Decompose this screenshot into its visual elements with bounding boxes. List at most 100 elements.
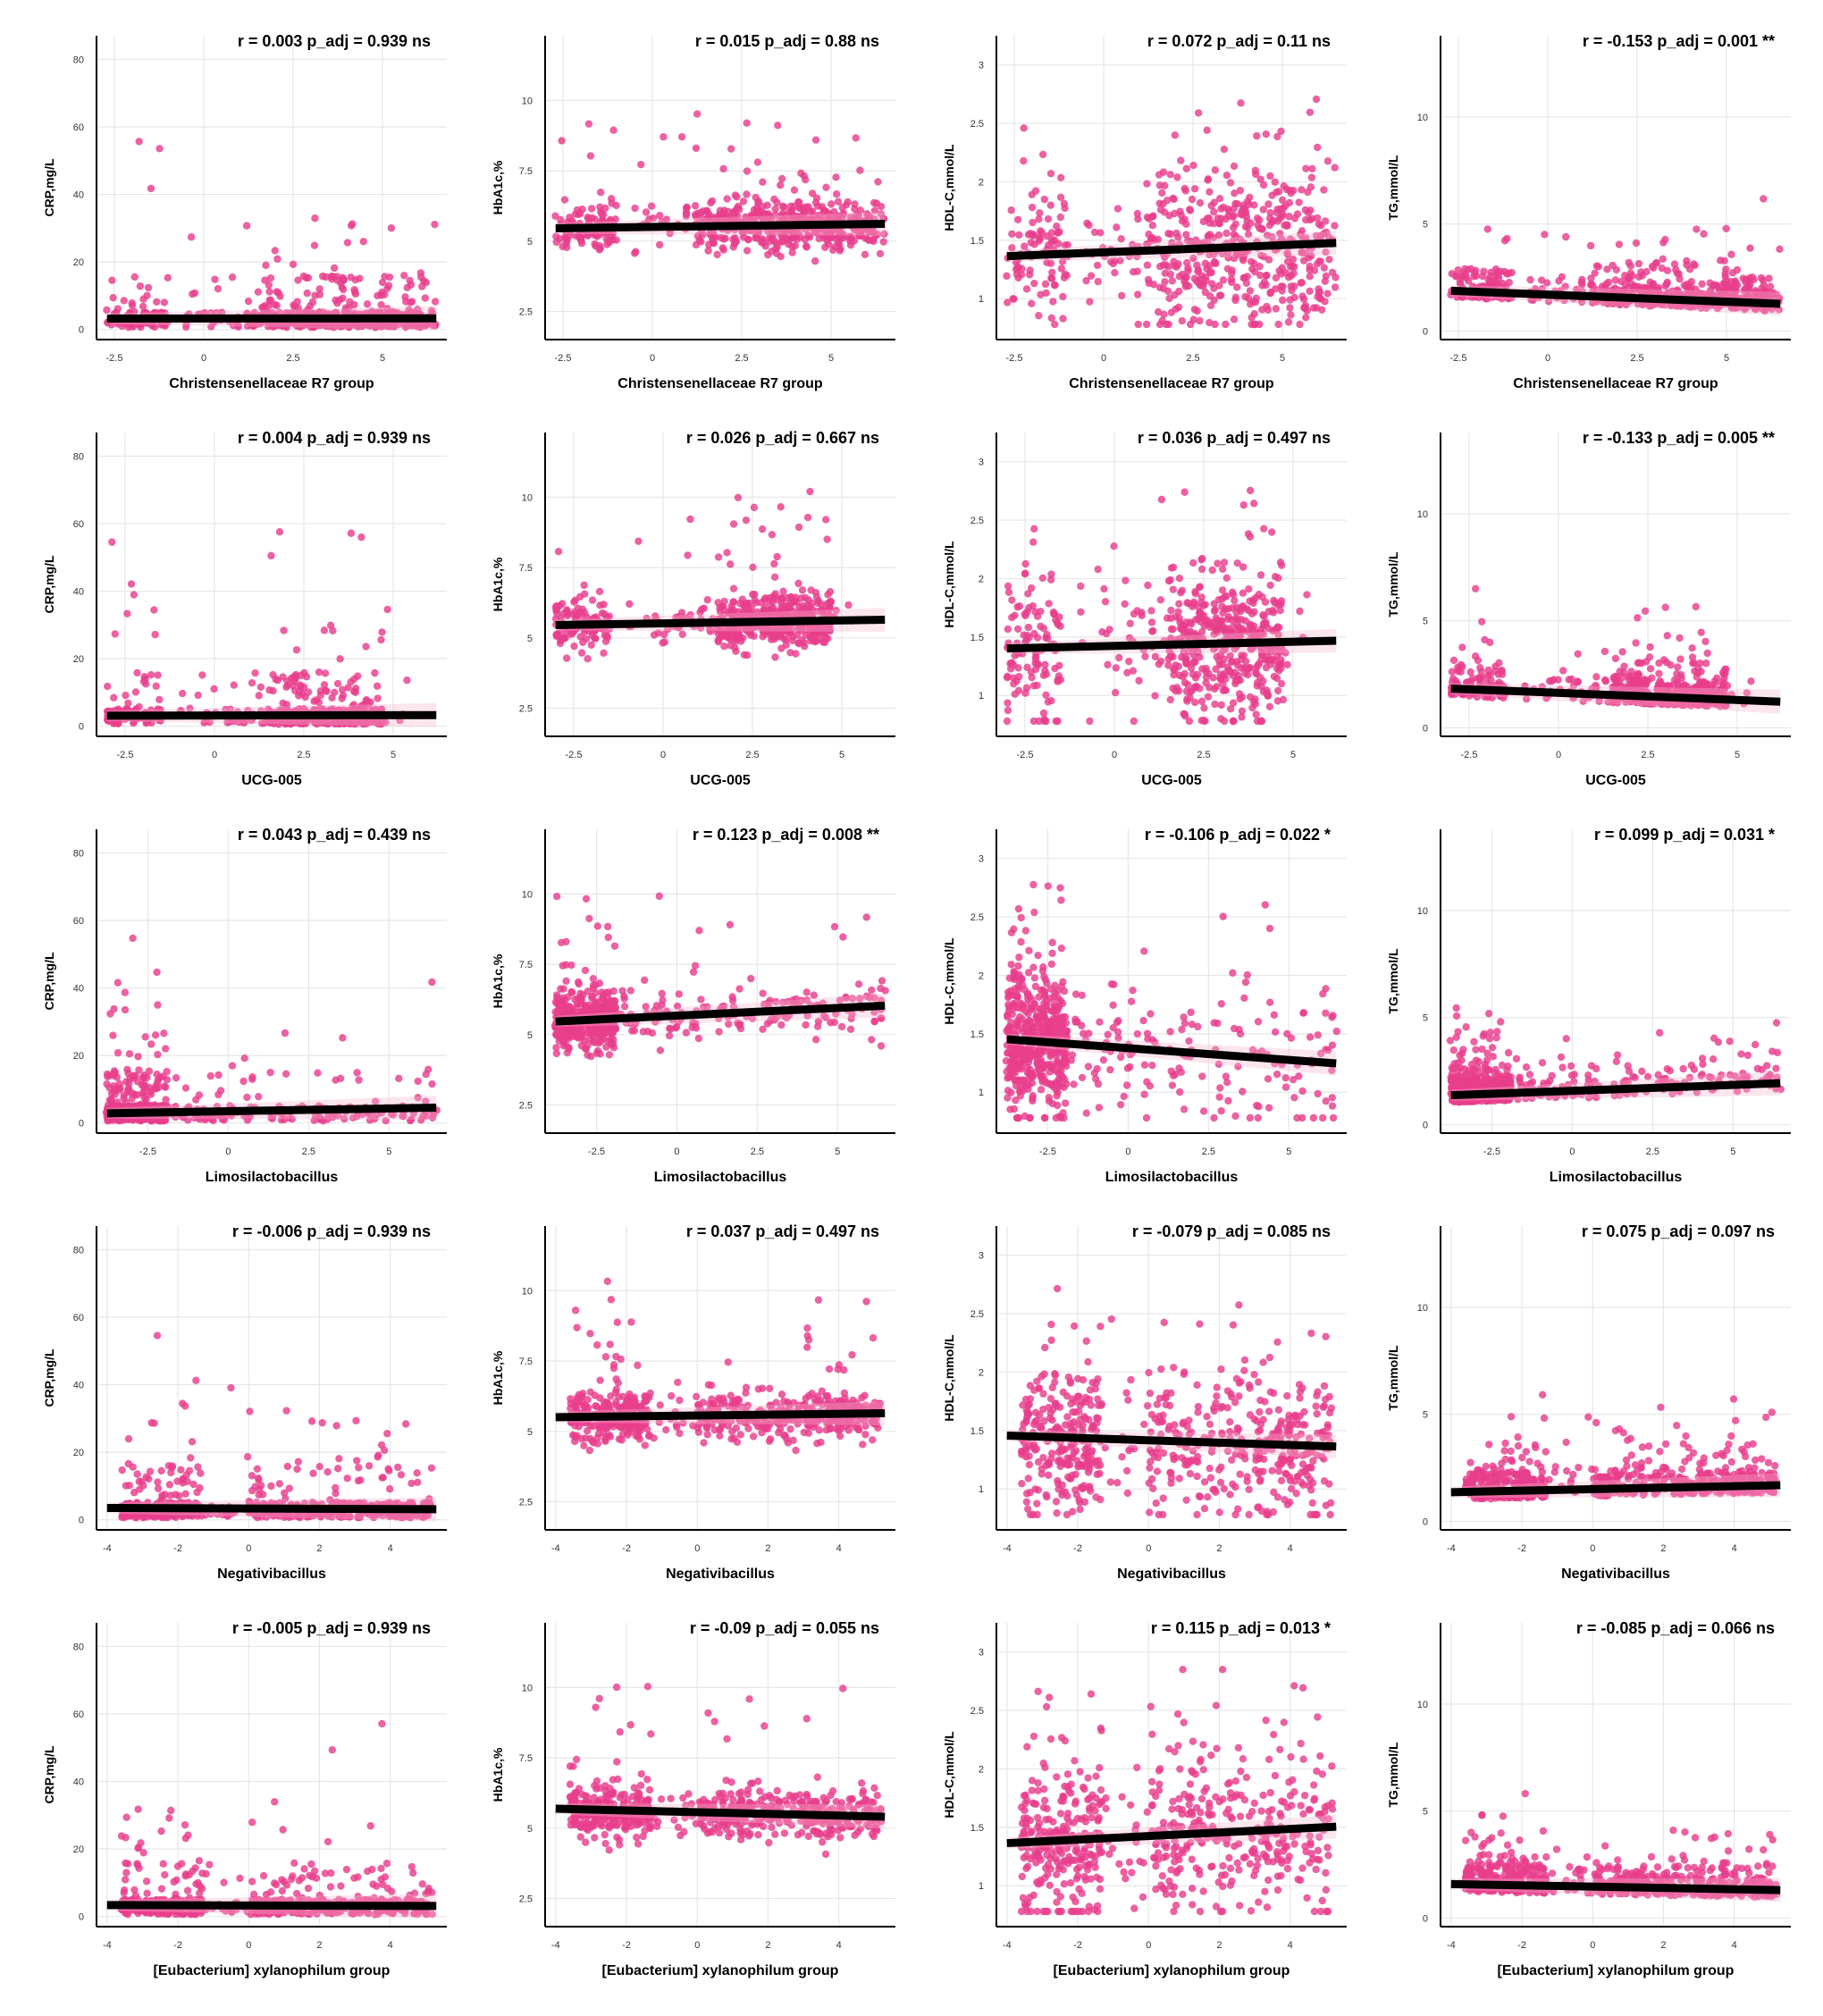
data-point <box>693 110 701 117</box>
data-point <box>1308 173 1315 181</box>
data-point <box>1320 186 1327 193</box>
data-point <box>257 684 265 691</box>
data-point <box>1187 206 1194 214</box>
data-point <box>1275 188 1282 195</box>
data-point <box>1192 674 1199 681</box>
data-points <box>552 488 860 663</box>
data-point <box>1250 698 1257 705</box>
data-point <box>1051 237 1058 244</box>
data-point <box>1023 285 1030 292</box>
data-point <box>1248 258 1255 265</box>
data-point <box>1198 698 1206 705</box>
data-point <box>1232 220 1239 227</box>
data-point <box>684 551 691 559</box>
data-point <box>836 247 844 254</box>
data-point <box>631 205 638 212</box>
y-axis-label: CRP,mg/L <box>42 555 56 614</box>
data-point <box>1057 174 1064 181</box>
data-point <box>1230 212 1237 219</box>
data-points <box>1004 487 1311 725</box>
data-point <box>835 198 842 206</box>
x-tick-label: -2.5 <box>566 750 583 760</box>
data-point <box>1004 298 1011 306</box>
data-point <box>1260 525 1267 532</box>
data-point <box>792 242 799 249</box>
data-point <box>1700 231 1707 238</box>
data-point <box>262 262 269 269</box>
y-tick-label: 7.5 <box>519 166 533 177</box>
data-point <box>1164 230 1172 237</box>
data-point <box>142 680 149 687</box>
data-point <box>1494 272 1501 279</box>
data-point <box>1776 246 1783 253</box>
x-tick-label: 0 <box>1112 750 1117 760</box>
data-point <box>1193 262 1200 269</box>
data-point <box>725 208 732 215</box>
data-point <box>1290 294 1298 301</box>
data-point <box>1277 559 1284 566</box>
data-point <box>704 596 711 603</box>
y-tick-label: 3 <box>979 61 984 71</box>
data-point <box>303 673 310 680</box>
data-point <box>719 165 727 172</box>
data-point <box>260 303 267 310</box>
data-point <box>1046 600 1053 607</box>
data-point <box>265 288 273 295</box>
data-point <box>777 503 785 510</box>
data-point <box>1288 272 1295 279</box>
data-point <box>301 693 308 701</box>
data-point <box>1296 321 1303 328</box>
data-point <box>1094 262 1101 269</box>
data-point <box>1200 622 1207 629</box>
data-point <box>1118 292 1125 299</box>
data-point <box>1765 274 1772 281</box>
data-point <box>132 688 139 695</box>
y-tick-label: 3 <box>979 458 984 468</box>
data-point <box>1266 222 1273 229</box>
data-point <box>1187 618 1194 626</box>
data-point <box>1263 130 1270 138</box>
x-tick-label: 2.5 <box>1630 353 1643 364</box>
data-point <box>1332 273 1339 281</box>
data-point <box>1595 263 1602 270</box>
data-point <box>1008 659 1015 667</box>
data-point <box>1010 680 1017 687</box>
data-point <box>1324 157 1332 164</box>
data-point <box>378 628 385 635</box>
data-point <box>631 249 638 256</box>
data-point <box>861 251 869 258</box>
data-point <box>1734 266 1741 273</box>
data-point <box>350 688 357 695</box>
x-tick-label: 5 <box>1724 353 1729 364</box>
data-point <box>1055 662 1063 669</box>
y-tick-label: 20 <box>73 257 84 268</box>
data-point <box>1760 195 1767 202</box>
data-point <box>1268 528 1275 535</box>
data-point <box>1223 172 1231 179</box>
data-point <box>1205 693 1212 700</box>
data-point <box>1693 225 1700 232</box>
data-point <box>705 241 712 248</box>
data-point <box>1206 189 1213 196</box>
data-point <box>1664 279 1671 286</box>
data-point <box>764 202 771 209</box>
data-point <box>1085 222 1092 229</box>
y-tick-label: 60 <box>73 519 84 530</box>
y-axis-label: HbA1c,% <box>491 557 505 611</box>
data-point <box>1059 315 1066 322</box>
data-point <box>1250 500 1257 507</box>
data-point <box>128 580 135 587</box>
data-point <box>1181 679 1189 686</box>
data-point <box>1211 600 1218 607</box>
data-point <box>754 158 761 165</box>
data-point <box>374 694 381 701</box>
data-point <box>1501 237 1508 244</box>
data-point <box>1266 172 1273 180</box>
data-point <box>1277 282 1284 290</box>
data-point <box>1210 284 1217 291</box>
data-point <box>137 282 144 290</box>
data-point <box>749 564 756 571</box>
data-point <box>1187 321 1194 328</box>
